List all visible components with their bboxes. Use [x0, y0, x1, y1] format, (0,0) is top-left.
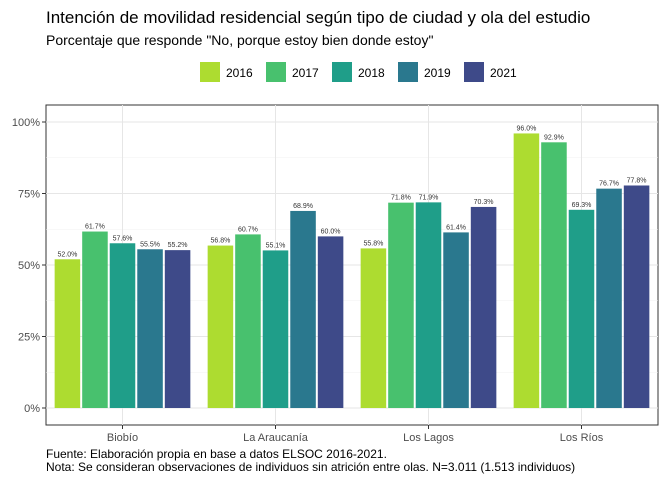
- bar-2017: [388, 202, 414, 408]
- x-tick-label: Los Lagos: [403, 432, 454, 444]
- bar-2017: [82, 231, 108, 408]
- legend-swatch-2017: [266, 62, 286, 82]
- bar-2021: [623, 185, 650, 408]
- data-label: 57.6%: [113, 235, 133, 242]
- data-label: 61.4%: [446, 224, 466, 231]
- bar-2016: [360, 248, 387, 408]
- legend-swatch-2016: [200, 62, 220, 82]
- caption-source: Fuente: Elaboración propia en base a dat…: [46, 447, 387, 461]
- data-label: 70.3%: [474, 199, 494, 206]
- data-label: 77.8%: [627, 177, 647, 184]
- bar-2017: [235, 234, 261, 408]
- data-label: 71.9%: [419, 194, 439, 201]
- data-label: 55.1%: [266, 242, 286, 249]
- caption-note: Nota: Se consideran observaciones de ind…: [46, 460, 575, 474]
- data-label: 52.0%: [57, 251, 77, 258]
- plot-area: 0% 25% 50% 75% 100% 52.0% 61.7% 57.6% 55.5% 55.2%…: [12, 104, 659, 444]
- legend: 2016 2017 2018 2019 2021: [200, 62, 517, 82]
- y-tick-label: 100%: [12, 117, 40, 129]
- data-label: 60.0%: [321, 228, 341, 235]
- data-label: 92.9%: [544, 134, 564, 141]
- bar-2019: [290, 210, 316, 408]
- data-label: 69.3%: [572, 202, 592, 209]
- bar-2018: [415, 202, 442, 408]
- x-tick-label: La Araucanía: [243, 432, 309, 444]
- y-tick-label: 75%: [18, 189, 40, 201]
- data-label: 55.5%: [140, 241, 160, 248]
- bar-2019: [596, 188, 622, 408]
- legend-label: 2017: [292, 66, 319, 80]
- data-label: 76.7%: [599, 181, 619, 188]
- legend-label: 2018: [358, 66, 385, 80]
- y-tick-label: 50%: [18, 260, 40, 272]
- bar-2018: [109, 243, 136, 408]
- legend-swatch-2019: [398, 62, 418, 82]
- y-tick-label: 25%: [18, 332, 40, 344]
- data-label: 55.8%: [363, 240, 383, 247]
- bar-2016: [54, 259, 81, 408]
- legend-label: 2019: [424, 66, 451, 80]
- data-label: 56.8%: [210, 238, 230, 245]
- x-tick-label: Los Ríos: [560, 432, 604, 444]
- x-tick-label: Biobío: [107, 432, 138, 444]
- data-label: 96.0%: [516, 125, 536, 132]
- bar-2016: [513, 133, 540, 408]
- bar-2021: [164, 250, 191, 408]
- legend-label: 2016: [226, 66, 253, 80]
- bar-2016: [207, 245, 234, 408]
- chart-title: Intención de movilidad residencial según…: [46, 8, 590, 27]
- y-tick-label: 0%: [24, 403, 40, 415]
- data-label: 68.9%: [293, 203, 313, 210]
- bar-2019: [443, 232, 469, 408]
- legend-swatch-2021: [464, 62, 484, 82]
- legend-swatch-2018: [332, 62, 352, 82]
- bar-2018: [262, 250, 289, 408]
- data-label: 55.2%: [168, 242, 188, 249]
- bar-2019: [137, 249, 163, 408]
- bar-2021: [317, 236, 344, 408]
- data-label: 60.7%: [238, 226, 258, 233]
- bar-2017: [541, 142, 567, 408]
- data-label: 61.7%: [85, 224, 105, 231]
- bar-2018: [568, 209, 595, 408]
- bar-2021: [470, 206, 497, 408]
- legend-label: 2021: [490, 66, 517, 80]
- chart-subtitle: Porcentaje que responde "No, porque esto…: [46, 32, 433, 48]
- data-label: 71.8%: [391, 195, 411, 202]
